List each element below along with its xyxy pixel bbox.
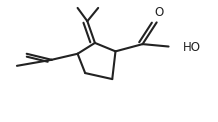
Text: HO: HO bbox=[183, 41, 201, 54]
Text: O: O bbox=[154, 6, 164, 19]
